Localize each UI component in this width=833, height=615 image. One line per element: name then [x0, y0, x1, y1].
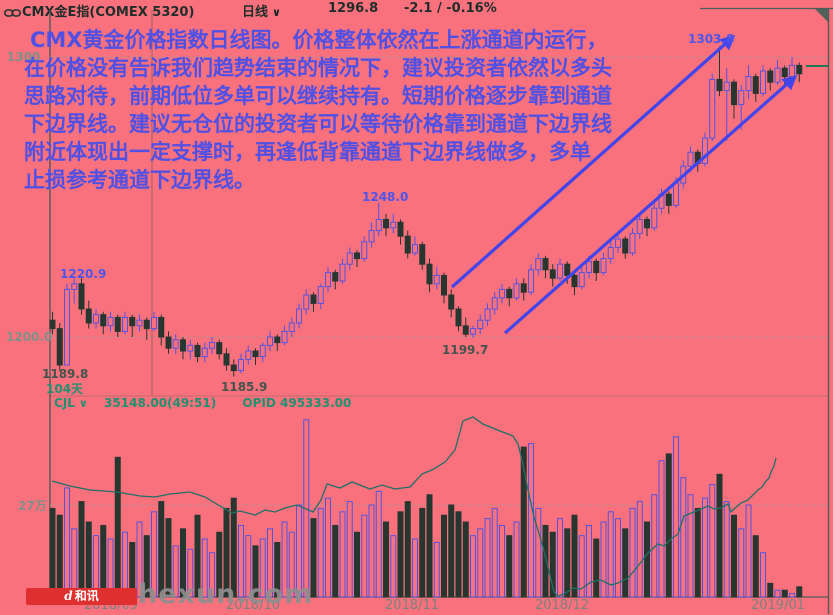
- corner-triangle-marker: [815, 9, 828, 22]
- hexun-logo[interactable]: d 和讯: [26, 588, 137, 605]
- x-axis-label: 2018/11: [384, 598, 439, 613]
- annotation-line: 止损参考通道下边界线。: [24, 168, 255, 192]
- period-label: 日线: [242, 5, 269, 20]
- axis-level-1200: 1200.0: [6, 330, 53, 344]
- swing-low-label: 1189.8: [42, 367, 89, 381]
- analyst-annotation: CMX黄金价格指数日线图。价格整体依然在上涨通道内运行， 在价格没有告诉我们趋势…: [24, 26, 612, 194]
- last-price: 1296.8: [328, 1, 379, 16]
- annotation-line: 附近体现出一定支撑时，再逢低背靠通道下边界线做多，多单: [24, 140, 591, 164]
- volume-value: 35148.00(49:51): [104, 396, 217, 410]
- volume-pane-header: CJL ∨ 35148.00(49:51) OPID 495333.00: [54, 396, 351, 410]
- swing-low-label: 1185.9: [221, 380, 268, 394]
- x-axis-label: 2018/10: [225, 598, 280, 613]
- volume-scale-label: 27万: [18, 499, 47, 513]
- annotation-line: 思路对待，前期低位多单可以继续持有。短期价格逐步靠到通道: [24, 84, 612, 108]
- hexun-watermark: hexun.com: [138, 579, 314, 610]
- axis-level-1300: 1300: [7, 50, 41, 64]
- swing-high-label: 1248.0: [362, 190, 409, 204]
- chevron-down-icon: ∨: [272, 6, 281, 19]
- symbol-name: CMX金E指(COMEX 5320): [22, 5, 195, 20]
- logo-glyph-icon: d: [64, 589, 73, 603]
- open-interest-value: OPID 495333.00: [242, 396, 352, 410]
- volume-bars: [49, 419, 803, 598]
- logo-text: 和讯: [74, 589, 99, 603]
- chevron-down-icon: ∨: [78, 397, 88, 410]
- price-change: -2.1 / -0.16%: [404, 1, 497, 16]
- indicator-selector[interactable]: CJL ∨: [54, 396, 88, 410]
- days-count-label: 104天: [46, 382, 84, 396]
- period-selector[interactable]: 日线 ∨: [242, 1, 281, 20]
- swing-high-label: 1220.9: [60, 267, 107, 281]
- link-icon[interactable]: [4, 3, 21, 22]
- annotation-line: 下边界线。建议无仓位的投资者可以等待价格靠到通道下边界线: [24, 112, 612, 136]
- swing-low-label: 1199.7: [442, 343, 489, 357]
- annotation-line: CMX黄金价格指数日线图。价格整体依然在上涨通道内运行，: [30, 28, 608, 52]
- x-axis-label: 2019/01: [750, 598, 805, 613]
- chart-overlays: [51, 35, 828, 597]
- indicator-label: CJL: [54, 396, 75, 410]
- swing-high-label: 1303.8: [688, 32, 735, 46]
- annotation-line: 在价格没有告诉我们趋势结束的情况下，建议投资者依然以多头: [24, 56, 612, 80]
- x-axis-label: 2018/12: [534, 598, 589, 613]
